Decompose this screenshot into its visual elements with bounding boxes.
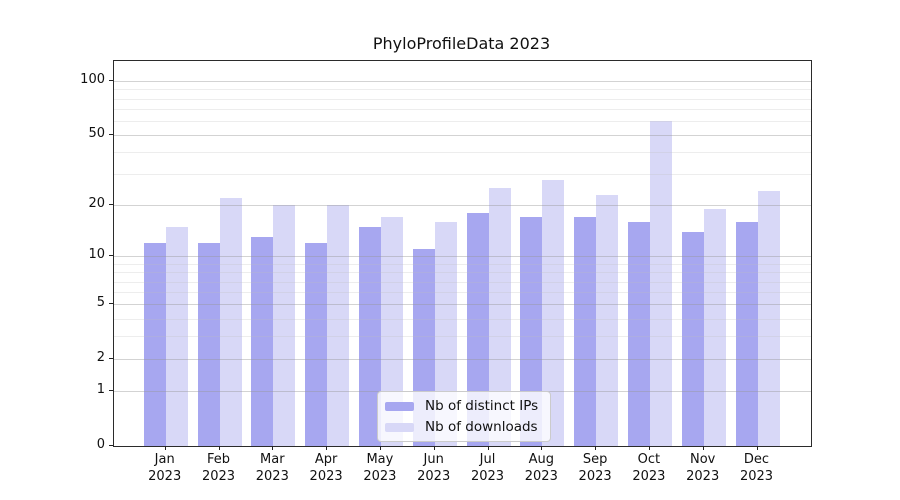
x-tick-jan xyxy=(164,446,166,450)
x-tick-label-aug: Aug 2023 xyxy=(524,452,558,484)
x-tick-label-nov: Nov 2023 xyxy=(686,452,720,484)
y-tick-label-100: 100 xyxy=(80,72,105,87)
y-tick-1 xyxy=(109,390,113,392)
x-tick-label-apr: Apr 2023 xyxy=(309,452,343,484)
bar-feb-ips xyxy=(197,243,220,446)
y-tick-label-20: 20 xyxy=(88,196,105,212)
x-tick-apr xyxy=(326,446,328,450)
y-tick-5 xyxy=(109,303,113,305)
x-tick-label-oct: Oct 2023 xyxy=(632,452,666,484)
bar-oct-downloads xyxy=(649,120,672,446)
bars-layer xyxy=(114,61,811,446)
x-tick-label-jan: Jan 2023 xyxy=(148,452,182,484)
y-tick-label-10: 10 xyxy=(88,247,105,263)
y-tick-20 xyxy=(109,204,113,206)
y-tick-label-0: 0 xyxy=(96,437,105,452)
bar-mar-ips xyxy=(251,237,274,446)
x-tick-dec xyxy=(756,446,758,450)
legend-label-downloads: Nb of downloads xyxy=(425,419,538,435)
bar-aug-downloads xyxy=(542,179,565,446)
chart-title: PhyloProfileData 2023 xyxy=(372,34,551,53)
x-tick-label-dec: Dec 2023 xyxy=(739,452,774,484)
x-tick-aug xyxy=(541,446,543,450)
x-tick-mar xyxy=(272,446,274,450)
plot-area: Nb of distinct IPs Nb of downloads xyxy=(113,60,812,447)
bar-dec-ips xyxy=(735,221,758,446)
y-tick-10 xyxy=(109,255,113,257)
bar-jan-downloads xyxy=(165,226,188,446)
y-tick-label-50: 50 xyxy=(88,126,105,142)
x-tick-feb xyxy=(218,446,220,450)
x-tick-label-mar: Mar 2023 xyxy=(255,452,289,484)
y-tick-label-2: 2 xyxy=(96,350,105,366)
bar-oct-ips xyxy=(627,221,650,446)
bar-nov-ips xyxy=(681,231,704,446)
x-tick-label-sep: Sep 2023 xyxy=(578,452,612,484)
bar-may-downloads xyxy=(380,217,403,446)
bar-feb-downloads xyxy=(219,198,242,446)
bar-mar-downloads xyxy=(273,205,296,446)
y-tick-0 xyxy=(109,445,113,446)
x-tick-label-jun: Jun 2023 xyxy=(417,452,451,484)
y-tick-label-1: 1 xyxy=(96,382,105,398)
bar-aug-ips xyxy=(520,217,543,446)
bar-sep-downloads xyxy=(596,194,619,446)
bar-jul-ips xyxy=(466,213,489,446)
legend: Nb of distinct IPs Nb of downloads xyxy=(377,391,552,442)
x-tick-label-feb: Feb 2023 xyxy=(201,452,236,484)
bar-jul-downloads xyxy=(488,188,511,446)
bar-nov-downloads xyxy=(703,209,726,446)
legend-row-distinct-ips: Nb of distinct IPs xyxy=(385,398,538,414)
legend-swatch-downloads-icon xyxy=(385,422,414,432)
bar-jun-downloads xyxy=(434,221,457,446)
bar-jan-ips xyxy=(143,243,166,446)
bar-sep-ips xyxy=(574,217,597,446)
legend-swatch-distinct-ips-icon xyxy=(385,401,414,411)
x-tick-may xyxy=(379,446,381,450)
x-tick-label-may: May 2023 xyxy=(363,452,397,484)
bar-apr-downloads xyxy=(327,205,350,446)
y-tick-100 xyxy=(109,80,113,81)
x-tick-sep xyxy=(595,446,597,450)
bar-may-ips xyxy=(358,226,381,446)
x-tick-jun xyxy=(433,446,435,450)
x-tick-label-jul: Jul 2023 xyxy=(470,452,505,484)
y-tick-2 xyxy=(109,358,113,360)
y-tick-50 xyxy=(109,134,113,136)
x-tick-oct xyxy=(648,446,650,450)
bar-apr-ips xyxy=(305,243,328,446)
legend-row-downloads: Nb of downloads xyxy=(385,419,538,435)
bar-dec-downloads xyxy=(757,191,780,446)
legend-label-distinct-ips: Nb of distinct IPs xyxy=(425,398,539,414)
x-tick-nov xyxy=(702,446,704,450)
y-tick-label-5: 5 xyxy=(96,295,105,311)
x-tick-jul xyxy=(487,446,489,450)
